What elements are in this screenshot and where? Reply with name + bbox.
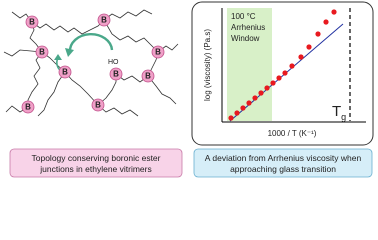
boron-label: B bbox=[25, 103, 31, 112]
tg-main: T bbox=[332, 103, 341, 120]
caption-line: approaching glass transition bbox=[230, 164, 336, 174]
tg-label: Tg bbox=[332, 103, 346, 122]
boron-node bbox=[97, 13, 111, 27]
boron-node bbox=[151, 45, 165, 59]
boron-label: B bbox=[145, 72, 151, 81]
tg-sub: g bbox=[341, 112, 346, 122]
boron-node bbox=[25, 15, 39, 29]
x-axis-label: 1000 / T (K⁻¹) bbox=[268, 129, 317, 138]
boron-node bbox=[35, 45, 49, 59]
exchange-arrow bbox=[68, 33, 114, 53]
boron-label: B bbox=[29, 18, 35, 27]
boron-label: B bbox=[95, 101, 101, 110]
y-axis-label: log (viscosity) (Pa.s) bbox=[203, 29, 212, 101]
hydroxyl-label: HO bbox=[108, 59, 119, 66]
caption-line: A deviation from Arrhenius viscosity whe… bbox=[205, 153, 362, 163]
window-label: Arrhenius bbox=[231, 23, 265, 32]
caption-box bbox=[9, 148, 183, 178]
boron-node bbox=[141, 69, 155, 83]
window-label: 100 °C bbox=[231, 12, 256, 21]
boron-label: B bbox=[39, 48, 45, 57]
caption-line: Topology conserving boronic ester bbox=[32, 153, 161, 163]
caption-line: junctions in ethylene vitrimers bbox=[39, 164, 152, 174]
boron-label: B bbox=[62, 68, 68, 77]
graphical-abstract: B B B B B B B B B HO 100 °C Arrhenius Window log… bbox=[3, 1, 374, 178]
boron-label: B bbox=[101, 16, 107, 25]
boron-node bbox=[58, 65, 72, 79]
boron-node bbox=[109, 67, 123, 81]
boron-label: B bbox=[155, 48, 161, 57]
caption-box bbox=[193, 148, 373, 178]
boron-label: B bbox=[113, 70, 119, 79]
window-label: Window bbox=[231, 34, 260, 43]
viscosity-points bbox=[228, 9, 337, 121]
boron-node bbox=[21, 100, 35, 114]
boron-node bbox=[91, 98, 105, 112]
polymer-network: B B B B B B B B B HO bbox=[3, 9, 179, 117]
